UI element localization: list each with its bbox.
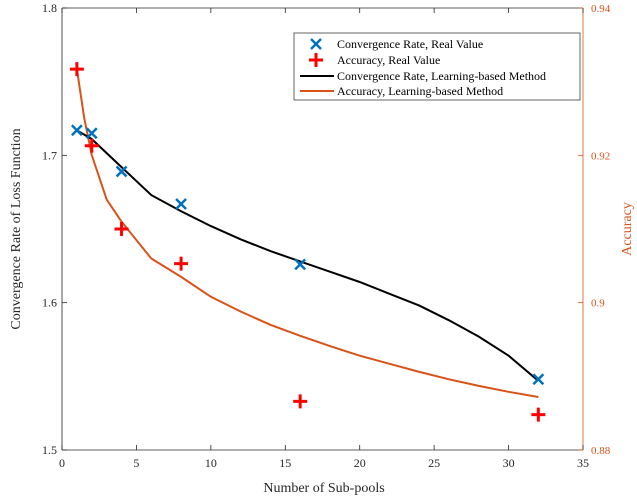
accuracy-point <box>84 138 99 153</box>
x-tick-label: 30 <box>503 456 515 470</box>
legend-label: Convergence Rate, Learning-based Method <box>337 69 546 83</box>
convergence-point <box>85 127 98 140</box>
x-tick-label: 25 <box>428 456 440 470</box>
left-y-axis-ticks: 1.5 1.6 1.7 1.8 <box>42 1 67 457</box>
accuracy-point <box>531 407 546 422</box>
x-axis-ticks: 0 5 10 15 20 25 30 35 <box>59 8 589 470</box>
legend-entry-accuracy-fit: Accuracy, Learning-based Method <box>300 84 503 98</box>
convergence-point-stroke <box>71 124 83 137</box>
left-y-axis-label: Convergence Rate of Loss Function <box>9 128 24 329</box>
x-tick-label: 20 <box>354 456 366 470</box>
convergence-point <box>175 198 187 210</box>
convergence-point-stroke <box>294 258 307 271</box>
legend-label: Accuracy, Real Value <box>337 53 440 67</box>
legend-entry-convergence-real: Convergence Rate, Real Value <box>310 37 483 51</box>
right-y-tick-label: 0.9 <box>591 298 605 310</box>
x-tick-label: 10 <box>205 456 217 470</box>
accuracy-fit-line <box>75 68 539 398</box>
x-axis-label: Number of Sub-pools <box>263 481 384 496</box>
left-y-tick-label: 1.5 <box>42 443 57 457</box>
x-tick-label: 0 <box>59 456 65 470</box>
convergence-point-stroke <box>85 127 98 140</box>
legend-label: Convergence Rate, Real Value <box>337 37 483 51</box>
convergence-point-stroke <box>175 198 187 210</box>
accuracy-point <box>69 62 84 77</box>
legend-entry-accuracy-real: Accuracy, Real Value <box>309 53 440 67</box>
x-tick-label: 15 <box>279 456 291 470</box>
x-tick-label: 5 <box>133 456 139 470</box>
accuracy-point <box>293 394 308 409</box>
right-y-tick-label: 0.92 <box>591 150 610 162</box>
data-markers <box>69 62 546 422</box>
legend-entry-convergence-fit: Convergence Rate, Learning-based Method <box>300 69 546 83</box>
convergence-point <box>294 258 307 271</box>
right-y-axis-label: Accuracy <box>620 202 635 256</box>
left-y-tick-label: 1.7 <box>42 148 57 162</box>
convergence-fit-line <box>76 129 539 382</box>
right-y-tick-label: 0.88 <box>591 445 611 457</box>
convergence-point <box>115 165 128 178</box>
left-y-tick-label: 1.6 <box>42 296 57 310</box>
fit-lines <box>75 68 539 398</box>
right-y-axis-ticks: 0.88 0.9 0.92 0.94 <box>578 3 611 457</box>
right-y-tick-label: 0.94 <box>591 3 611 15</box>
convergence-point-stroke <box>115 165 128 178</box>
accuracy-point <box>174 256 189 271</box>
legend-label: Accuracy, Learning-based Method <box>337 84 503 98</box>
x-tick-label: 35 <box>577 456 589 470</box>
convergence-point <box>71 124 83 137</box>
left-y-tick-label: 1.8 <box>42 1 57 15</box>
legend-x-marker <box>310 38 322 50</box>
convergence-point-stroke <box>532 373 545 386</box>
legend-box <box>293 32 581 101</box>
convergence-point <box>532 373 545 386</box>
legend: Convergence Rate, Real Value Accuracy, R… <box>293 32 581 101</box>
plot-area <box>61 7 584 451</box>
accuracy-point <box>114 222 129 236</box>
